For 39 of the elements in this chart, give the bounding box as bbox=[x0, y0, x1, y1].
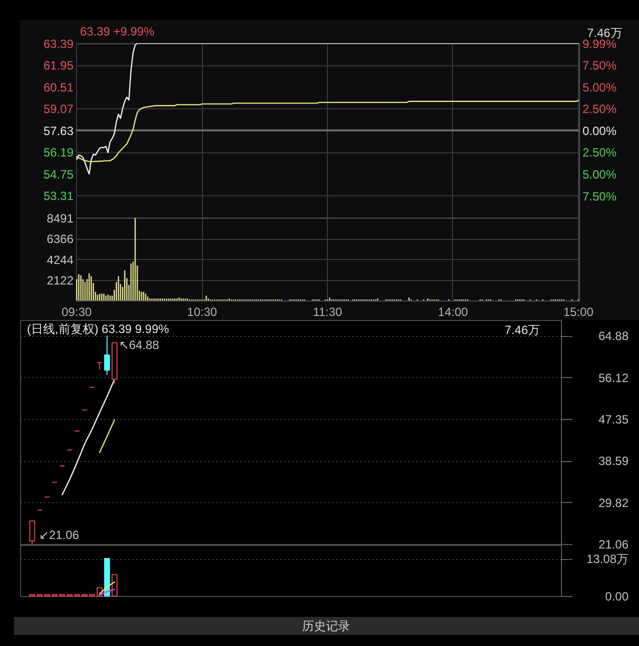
y-tick-label: 57.63 bbox=[43, 124, 74, 138]
text: 7.46万 bbox=[587, 26, 622, 40]
y-tick-label: 61.95 bbox=[43, 58, 74, 73]
y-tick-label: 63.39 bbox=[43, 36, 74, 51]
y2-tick-label: 5.00% bbox=[582, 80, 617, 94]
y-tick-label: 4244 bbox=[46, 252, 74, 266]
y-tick-label: 54.75 bbox=[43, 167, 74, 182]
y-tick-label: 8491 bbox=[46, 211, 74, 225]
y-tick-label: 2122 bbox=[46, 272, 74, 287]
y-tick-label: 21.06 bbox=[598, 538, 629, 552]
x-tick-label: 09:30 bbox=[62, 304, 92, 318]
x-tick-label: 14:00 bbox=[438, 304, 468, 318]
chart-title: (日线,前复权) 63.39 9.99% bbox=[27, 322, 170, 336]
y-tick-label: 47.35 bbox=[598, 412, 629, 427]
text: 历史记录 bbox=[302, 619, 350, 633]
y-tick-label: 59.07 bbox=[43, 102, 74, 116]
y2-tick-label: 7.50% bbox=[582, 58, 617, 73]
y-tick-label: 0.00 bbox=[605, 590, 629, 604]
y2-tick-label: 2.50% bbox=[582, 146, 617, 160]
y-tick-label: 56.19 bbox=[43, 146, 74, 160]
annotation: ↙21.06 bbox=[39, 528, 80, 542]
y2-tick-label: 2.50% bbox=[582, 102, 617, 116]
x-tick-label: 11:30 bbox=[312, 304, 342, 318]
y2-tick-label: 5.00% bbox=[582, 167, 617, 182]
y-tick-label: 53.31 bbox=[43, 189, 74, 204]
annotation: ↖64.88 bbox=[119, 338, 160, 352]
y-tick-label: 60.51 bbox=[43, 80, 74, 94]
y2-tick-label: 7.50% bbox=[582, 189, 617, 204]
annotation: 7.46万 bbox=[504, 323, 540, 337]
y-tick-label: 13.08万 bbox=[586, 552, 628, 566]
y-tick-label: 6366 bbox=[46, 232, 74, 246]
y-tick-label: 64.88 bbox=[598, 329, 629, 344]
y-tick-label: 38.59 bbox=[598, 454, 629, 468]
chart-title: 63.39 +9.99% bbox=[80, 24, 155, 38]
y-tick-label: 56.12 bbox=[598, 370, 629, 385]
x-tick-label: 10:30 bbox=[187, 304, 218, 318]
y2-tick-label: 0.00% bbox=[582, 124, 617, 138]
x-tick-label: 15:00 bbox=[563, 304, 594, 318]
y-tick-label: 29.82 bbox=[598, 496, 629, 510]
